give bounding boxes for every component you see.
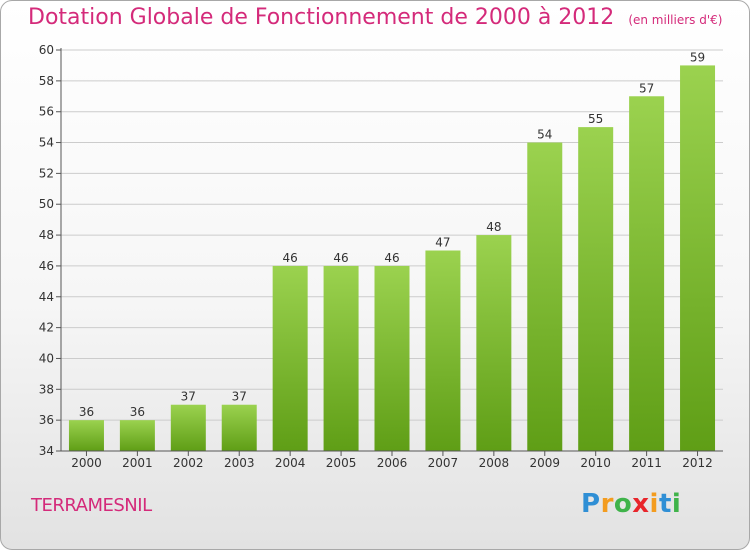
title-unit: (en milliers d'€) — [628, 13, 723, 27]
data-label: 59 — [690, 50, 705, 64]
logo-letter: i — [649, 489, 659, 519]
bar — [629, 96, 665, 452]
y-tick-label: 48 — [39, 228, 54, 242]
bar — [476, 235, 512, 451]
data-label: 57 — [639, 81, 654, 95]
bars: 36 36 37 37 46 46 46 47 48 54 55 57 59 — [68, 50, 716, 452]
commune-name: TERRAMESNIL — [31, 495, 152, 516]
x-tick-label: 2006 — [377, 456, 408, 470]
y-tick-label: 42 — [39, 321, 54, 335]
logo-letter: r — [600, 489, 614, 519]
y-tick-label: 34 — [39, 444, 54, 458]
x-tick-label: 2003 — [224, 456, 255, 470]
data-label: 47 — [435, 236, 450, 250]
data-label: 55 — [588, 112, 603, 126]
y-tick-label: 56 — [39, 105, 54, 119]
x-tick-label: 2000 — [71, 456, 102, 470]
title-main: Dotation Globale de Fonctionnement de 20… — [28, 5, 615, 30]
data-label: 36 — [79, 405, 94, 419]
bar — [527, 142, 563, 452]
x-tick-label: 2002 — [173, 456, 204, 470]
y-tick-label: 46 — [39, 259, 54, 273]
y-tick-label: 44 — [39, 290, 54, 304]
x-axis-ticks: 2000 2001 2002 2003 2004 2005 2006 2007 2008 2009… — [71, 451, 713, 470]
y-tick-label: 60 — [39, 43, 54, 57]
y-axis-ticks: 34 36 38 40 42 44 46 48 50 52 54 56 58 60 — [39, 43, 61, 458]
logo-letter: o — [613, 489, 633, 519]
x-tick-label: 2012 — [682, 456, 713, 470]
bar — [374, 265, 410, 451]
logo-letter: x — [632, 489, 650, 519]
bar — [323, 265, 359, 451]
data-label: 46 — [384, 251, 399, 265]
x-tick-label: 2004 — [275, 456, 306, 470]
logo-letter: i — [671, 489, 682, 519]
data-label: 46 — [333, 251, 348, 265]
y-tick-label: 40 — [39, 351, 54, 365]
data-label: 37 — [181, 390, 196, 404]
logo-letter: t — [658, 489, 672, 519]
bar — [170, 404, 206, 451]
data-label: 36 — [130, 405, 145, 419]
y-tick-label: 38 — [39, 382, 54, 396]
y-tick-label: 50 — [39, 197, 54, 211]
y-tick-label: 54 — [39, 136, 54, 150]
bar — [578, 127, 614, 451]
proxiti-logo: Proxiti — [581, 489, 681, 519]
y-tick-label: 36 — [39, 413, 54, 427]
x-tick-label: 2009 — [529, 456, 560, 470]
y-tick-label: 58 — [39, 74, 54, 88]
y-tick-label: 52 — [39, 166, 54, 180]
bar — [68, 420, 104, 451]
x-tick-label: 2007 — [428, 456, 459, 470]
x-tick-label: 2010 — [580, 456, 611, 470]
data-label: 46 — [283, 251, 298, 265]
data-label: 54 — [537, 128, 552, 142]
x-tick-label: 2011 — [631, 456, 662, 470]
chart-title: Dotation Globale de Fonctionnement de 20… — [28, 5, 722, 30]
x-tick-label: 2008 — [479, 456, 510, 470]
data-label: 48 — [486, 220, 501, 234]
x-tick-label: 2005 — [326, 456, 357, 470]
bar — [680, 65, 716, 451]
bar — [425, 250, 461, 451]
bar — [272, 265, 308, 451]
bar — [119, 420, 155, 451]
bar — [221, 404, 257, 451]
data-label: 37 — [232, 390, 247, 404]
x-tick-label: 2001 — [122, 456, 153, 470]
logo-letter: P — [581, 489, 601, 519]
